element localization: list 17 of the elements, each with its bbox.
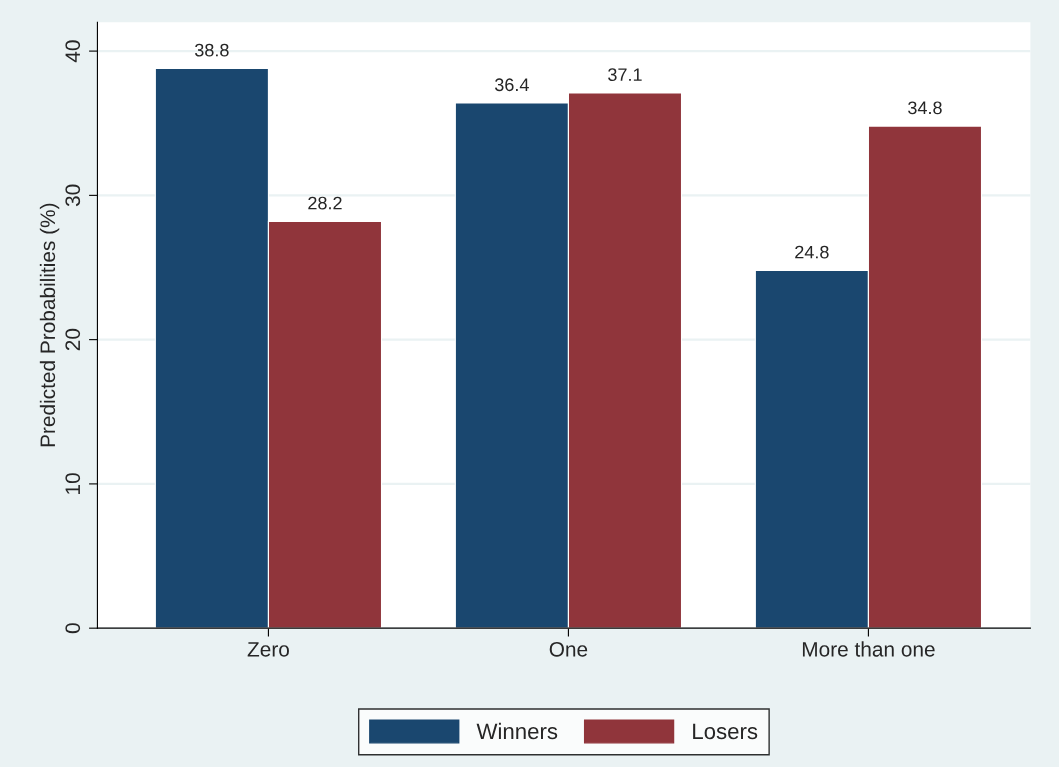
legend-label: Winners xyxy=(476,722,558,740)
y-tick-label: 40 xyxy=(65,40,81,63)
x-tick-label: Zero xyxy=(247,642,289,657)
legend-label: Losers xyxy=(693,723,758,740)
y-tick-label: 10 xyxy=(65,473,81,494)
data-label: 38.8 xyxy=(194,43,229,57)
y-tick-label: 30 xyxy=(65,184,81,207)
y-axis-title: Predicted Probabilities (%) xyxy=(39,203,60,447)
data-label: 36.4 xyxy=(494,78,529,92)
y-tick-label: 20 xyxy=(65,328,81,351)
y-tick-label: 0 xyxy=(65,623,81,634)
data-label: 28.2 xyxy=(308,196,342,210)
x-tick-label: More than one xyxy=(802,641,935,657)
x-tick-label: One xyxy=(549,641,588,657)
data-label: 24.8 xyxy=(795,245,829,259)
data-label: 37.1 xyxy=(608,68,642,82)
data-label: 34.8 xyxy=(908,101,942,115)
